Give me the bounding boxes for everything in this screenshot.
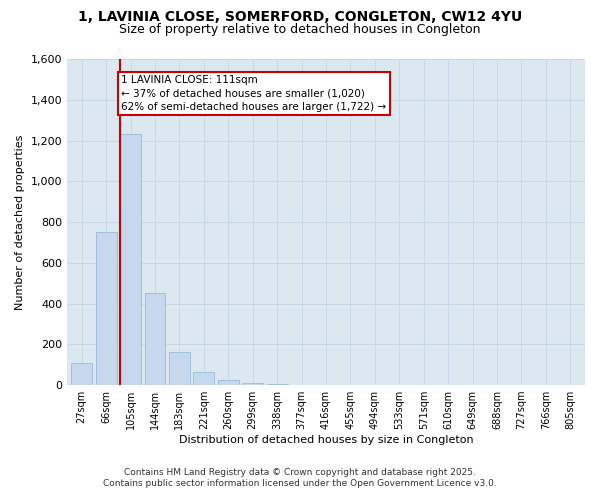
Text: 1 LAVINIA CLOSE: 111sqm
← 37% of detached houses are smaller (1,020)
62% of semi: 1 LAVINIA CLOSE: 111sqm ← 37% of detache… [121,76,386,112]
Bar [120,134,141,385]
Bar [96,232,116,385]
Bar [71,362,92,385]
Bar [169,352,190,385]
Text: Contains HM Land Registry data © Crown copyright and database right 2025.
Contai: Contains HM Land Registry data © Crown c… [103,468,497,487]
Y-axis label: Number of detached properties: Number of detached properties [15,134,25,310]
X-axis label: Distribution of detached houses by size in Congleton: Distribution of detached houses by size … [179,435,473,445]
Text: Size of property relative to detached houses in Congleton: Size of property relative to detached ho… [119,22,481,36]
Bar [193,372,214,385]
Bar [242,383,263,385]
Text: 1, LAVINIA CLOSE, SOMERFORD, CONGLETON, CW12 4YU: 1, LAVINIA CLOSE, SOMERFORD, CONGLETON, … [78,10,522,24]
Bar [267,384,287,385]
Bar [145,294,166,385]
Bar [218,380,239,385]
